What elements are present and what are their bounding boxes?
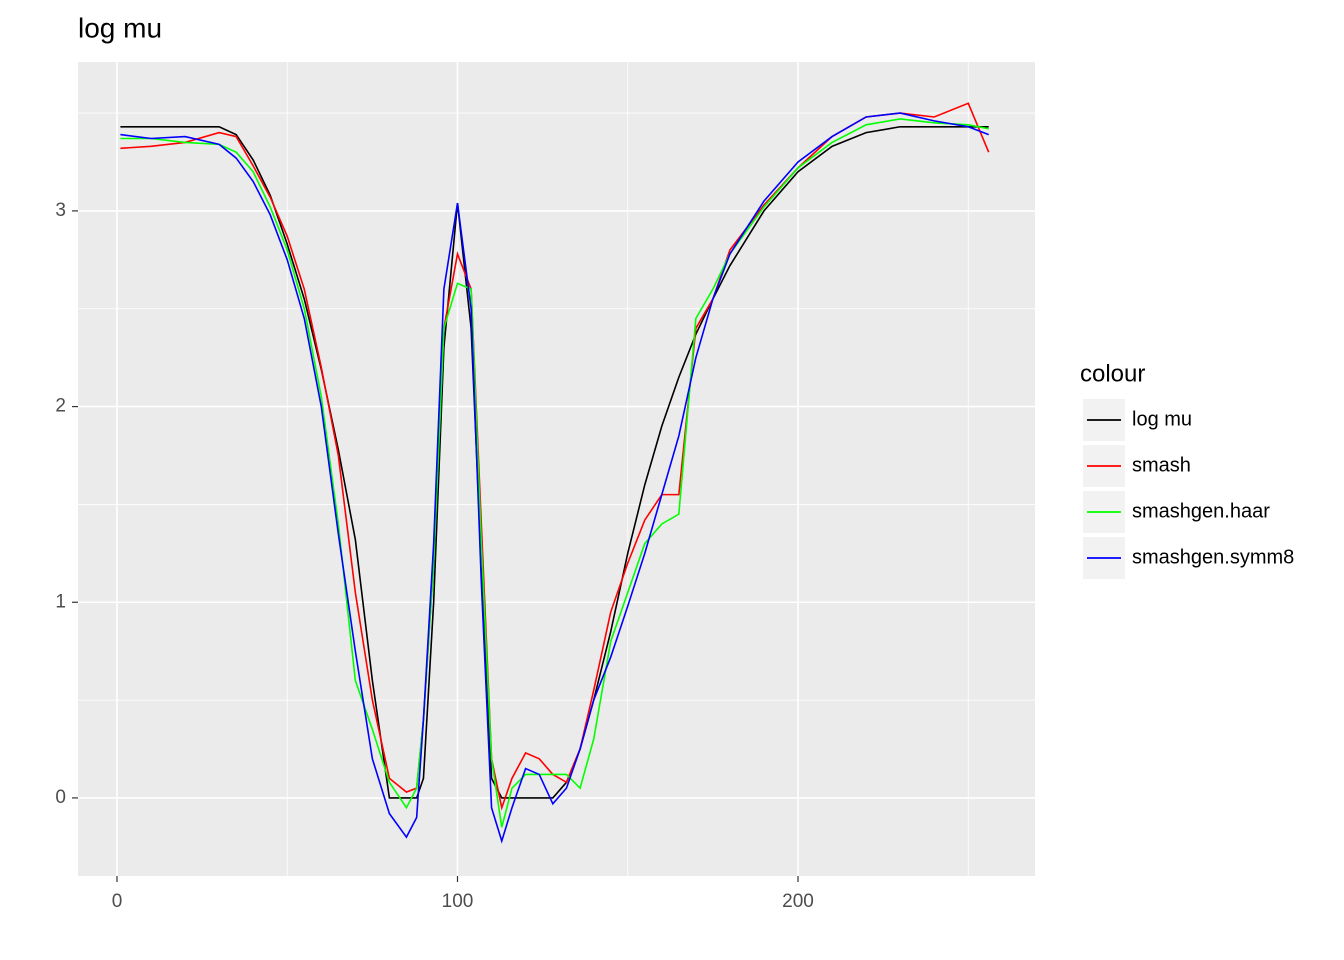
x-tick-label: 0 xyxy=(112,891,123,912)
panel xyxy=(78,62,1035,876)
legend-title: colour xyxy=(1080,360,1145,387)
legend-label: smash xyxy=(1132,454,1191,476)
y-tick-label: 1 xyxy=(55,591,66,612)
series-line xyxy=(120,118,989,828)
chart-title: log mu xyxy=(78,12,162,43)
x-tick-label: 200 xyxy=(782,891,814,912)
x-tick-label: 100 xyxy=(442,891,474,912)
y-tick-label: 0 xyxy=(55,787,66,808)
series-line xyxy=(120,112,989,844)
y-tick-label: 3 xyxy=(55,200,66,221)
y-tick-label: 2 xyxy=(55,396,66,417)
legend-label: smashgen.symm8 xyxy=(1132,546,1294,568)
legend-label: smashgen.haar xyxy=(1132,500,1270,522)
legend-label: log mu xyxy=(1132,408,1192,430)
series-line xyxy=(120,125,989,799)
